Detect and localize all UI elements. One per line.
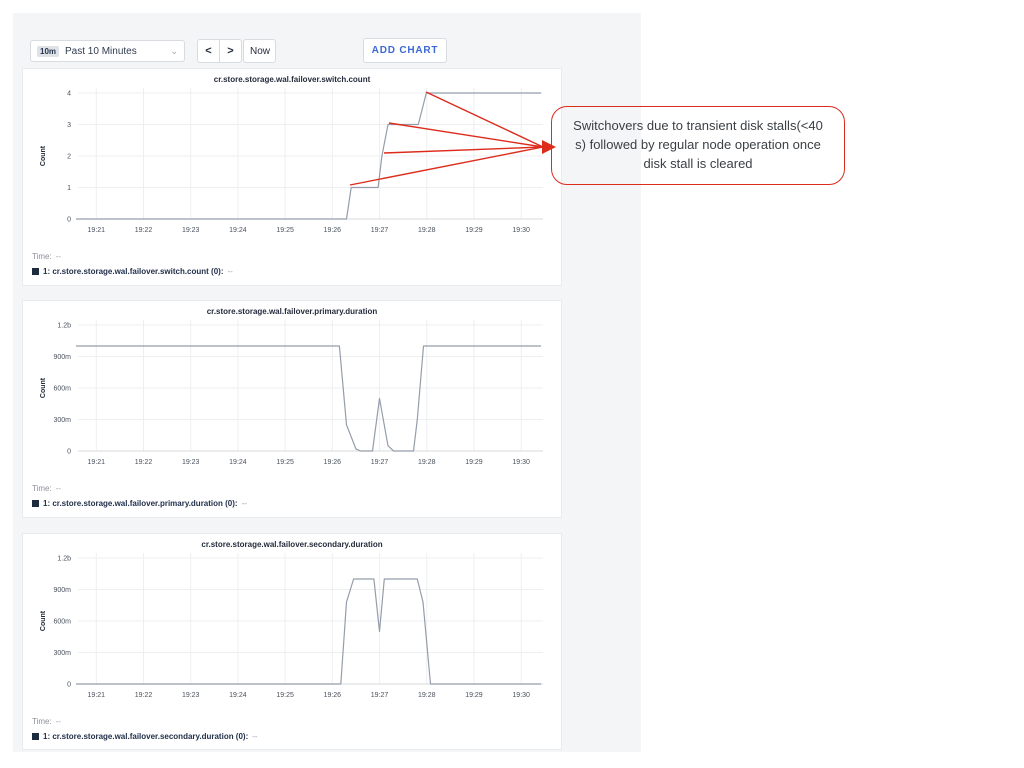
annotation-callout: Switchovers due to transient disk stalls… <box>551 106 845 185</box>
add-chart-button[interactable]: ADD CHART <box>363 38 447 63</box>
svg-text:Count: Count <box>40 377 47 398</box>
svg-text:1.2b: 1.2b <box>57 556 71 563</box>
svg-text:19:26: 19:26 <box>324 459 342 466</box>
svg-text:19:25: 19:25 <box>276 227 294 234</box>
svg-text:19:27: 19:27 <box>371 459 389 466</box>
time-window-dropdown[interactable]: 10m Past 10 Minutes ⌄ <box>30 40 185 62</box>
svg-text:1: 1 <box>67 185 71 192</box>
time-readout: Time: -- <box>32 484 61 493</box>
legend-swatch <box>32 733 39 740</box>
svg-text:19:28: 19:28 <box>418 692 436 699</box>
svg-text:1.2b: 1.2b <box>57 323 71 330</box>
svg-text:3: 3 <box>67 122 71 129</box>
legend-value: -- <box>252 732 258 741</box>
svg-text:900m: 900m <box>53 354 71 361</box>
svg-text:19:25: 19:25 <box>276 459 294 466</box>
svg-text:19:29: 19:29 <box>465 692 483 699</box>
svg-text:19:27: 19:27 <box>371 227 389 234</box>
time-label: Time: <box>32 717 52 726</box>
svg-text:19:30: 19:30 <box>512 692 530 699</box>
svg-text:19:28: 19:28 <box>418 459 436 466</box>
legend-value: -- <box>227 267 233 276</box>
svg-text:Count: Count <box>40 610 47 631</box>
chart-title: cr.store.storage.wal.failover.primary.du… <box>206 307 378 316</box>
svg-text:19:26: 19:26 <box>324 692 342 699</box>
svg-text:4: 4 <box>67 91 71 98</box>
legend: 1: cr.store.storage.wal.failover.seconda… <box>32 732 258 741</box>
svg-text:19:23: 19:23 <box>182 227 200 234</box>
svg-text:19:27: 19:27 <box>371 692 389 699</box>
switch-count-line-chart[interactable]: 4 3 2 1 0 19:21 19:22 19:23 19:24 19:25 19:26 19:27… <box>23 83 563 238</box>
legend-label: 1: cr.store.storage.wal.failover.seconda… <box>43 732 249 741</box>
chevron-down-icon: ⌄ <box>170 45 178 56</box>
time-value: -- <box>55 717 62 726</box>
time-nav-group: < > <box>197 39 242 63</box>
dashboard-panel: 10m Past 10 Minutes ⌄ < > Now ADD CHART … <box>13 13 641 752</box>
primary-duration-line-chart[interactable]: 1.2b 900m 600m 300m 0 19:21 19:22 19:23 19:24 19:… <box>23 315 563 470</box>
svg-text:19:23: 19:23 <box>182 692 200 699</box>
chart-card-secondary-duration: cr.store.storage.wal.failover.secondary.… <box>22 533 562 750</box>
time-value: -- <box>55 252 62 261</box>
legend-value: -- <box>241 499 247 508</box>
time-label: Time: <box>32 252 52 261</box>
legend: 1: cr.store.storage.wal.failover.switch.… <box>32 267 233 276</box>
svg-text:19:29: 19:29 <box>465 227 483 234</box>
next-time-button[interactable]: > <box>219 39 242 63</box>
time-window-badge: 10m <box>37 45 60 57</box>
svg-text:0: 0 <box>67 217 71 224</box>
svg-text:2: 2 <box>67 154 71 161</box>
svg-text:19:22: 19:22 <box>135 227 153 234</box>
legend-label: 1: cr.store.storage.wal.failover.switch.… <box>43 267 224 276</box>
svg-text:19:24: 19:24 <box>229 692 247 699</box>
time-readout: Time: -- <box>32 717 61 726</box>
svg-text:300m: 300m <box>53 417 71 424</box>
svg-text:19:21: 19:21 <box>88 459 106 466</box>
svg-text:19:29: 19:29 <box>465 459 483 466</box>
svg-text:19:24: 19:24 <box>229 227 247 234</box>
legend-label: 1: cr.store.storage.wal.failover.primary… <box>43 499 238 508</box>
svg-text:Count: Count <box>40 145 47 166</box>
svg-text:600m: 600m <box>53 619 71 626</box>
time-readout: Time: -- <box>32 252 61 261</box>
svg-text:19:22: 19:22 <box>135 459 153 466</box>
time-value: -- <box>55 484 62 493</box>
legend-swatch <box>32 268 39 275</box>
svg-text:19:23: 19:23 <box>182 459 200 466</box>
svg-text:900m: 900m <box>53 587 71 594</box>
svg-text:0: 0 <box>67 449 71 456</box>
time-label: Time: <box>32 484 52 493</box>
prev-time-button[interactable]: < <box>197 39 220 63</box>
time-window-label: Past 10 Minutes <box>65 45 137 57</box>
chart-card-primary-duration: cr.store.storage.wal.failover.primary.du… <box>22 300 562 518</box>
chart-title: cr.store.storage.wal.failover.secondary.… <box>201 540 383 549</box>
svg-text:19:25: 19:25 <box>276 692 294 699</box>
svg-text:19:22: 19:22 <box>135 692 153 699</box>
svg-text:300m: 300m <box>53 650 71 657</box>
secondary-duration-line-chart[interactable]: 1.2b 900m 600m 300m 0 19:21 19:22 19:23 19:24 19:… <box>23 548 563 703</box>
svg-text:600m: 600m <box>53 386 71 393</box>
legend-swatch <box>32 500 39 507</box>
svg-text:19:21: 19:21 <box>88 227 106 234</box>
chart-card-switch-count: cr.store.storage.wal.failover.switch.cou… <box>22 68 562 286</box>
svg-text:19:30: 19:30 <box>512 227 530 234</box>
svg-text:19:24: 19:24 <box>229 459 247 466</box>
now-button[interactable]: Now <box>243 39 276 63</box>
chart-title: cr.store.storage.wal.failover.switch.cou… <box>213 75 371 84</box>
legend: 1: cr.store.storage.wal.failover.primary… <box>32 499 247 508</box>
svg-text:19:21: 19:21 <box>88 692 106 699</box>
svg-text:0: 0 <box>67 682 71 689</box>
svg-text:19:30: 19:30 <box>512 459 530 466</box>
svg-text:19:26: 19:26 <box>324 227 342 234</box>
svg-text:19:28: 19:28 <box>418 227 436 234</box>
